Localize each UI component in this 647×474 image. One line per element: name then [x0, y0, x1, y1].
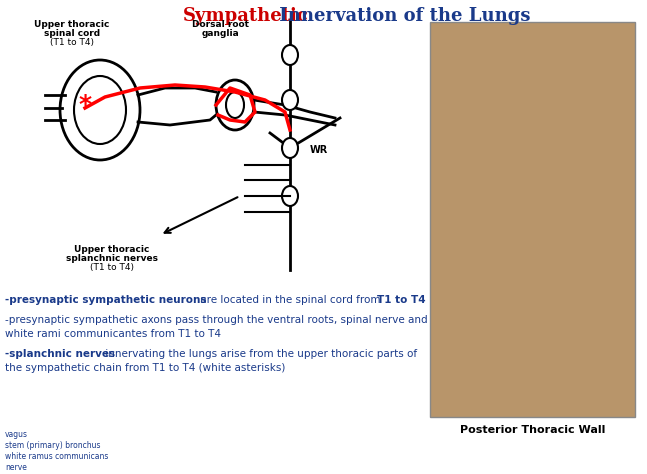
- Text: Upper thoracic: Upper thoracic: [74, 245, 149, 254]
- Ellipse shape: [282, 90, 298, 110]
- Text: *: *: [78, 93, 92, 117]
- Text: splanchnic nerves: splanchnic nerves: [66, 254, 158, 263]
- Text: WR: WR: [310, 145, 328, 155]
- Text: white ramus communicans: white ramus communicans: [5, 452, 109, 461]
- Text: ganglia: ganglia: [201, 29, 239, 38]
- Ellipse shape: [282, 45, 298, 65]
- Text: Sympathetic: Sympathetic: [183, 7, 309, 25]
- Text: white rami communicantes from T1 to T4: white rami communicantes from T1 to T4: [5, 329, 221, 339]
- Text: (T1 to T4): (T1 to T4): [50, 38, 94, 47]
- Ellipse shape: [282, 186, 298, 206]
- Text: -presynaptic sympathetic neurons: -presynaptic sympathetic neurons: [5, 295, 206, 305]
- Text: vagus: vagus: [5, 430, 28, 439]
- Text: are located in the spinal cord from: are located in the spinal cord from: [197, 295, 384, 305]
- Text: Posterior Thoracic Wall: Posterior Thoracic Wall: [460, 425, 605, 435]
- Bar: [430, 22, 635, 417]
- Text: -splanchnic nerves: -splanchnic nerves: [5, 349, 115, 359]
- Text: Dorsal root: Dorsal root: [192, 20, 248, 29]
- Ellipse shape: [282, 138, 298, 158]
- Text: Upper thoracic: Upper thoracic: [34, 20, 110, 29]
- Text: stem (primary) bronchus: stem (primary) bronchus: [5, 441, 100, 450]
- Text: spinal cord: spinal cord: [44, 29, 100, 38]
- Text: -presynaptic sympathetic axons pass through the ventral roots, spinal nerve and: -presynaptic sympathetic axons pass thro…: [5, 315, 428, 325]
- Text: Innervation of the Lungs: Innervation of the Lungs: [273, 7, 531, 25]
- Text: the sympathetic chain from T1 to T4 (white asterisks): the sympathetic chain from T1 to T4 (whi…: [5, 363, 285, 373]
- Text: nerve: nerve: [5, 463, 27, 472]
- Text: innervating the lungs arise from the upper thoracic parts of: innervating the lungs arise from the upp…: [102, 349, 417, 359]
- Text: T1 to T4: T1 to T4: [377, 295, 426, 305]
- Text: (T1 to T4): (T1 to T4): [90, 263, 134, 272]
